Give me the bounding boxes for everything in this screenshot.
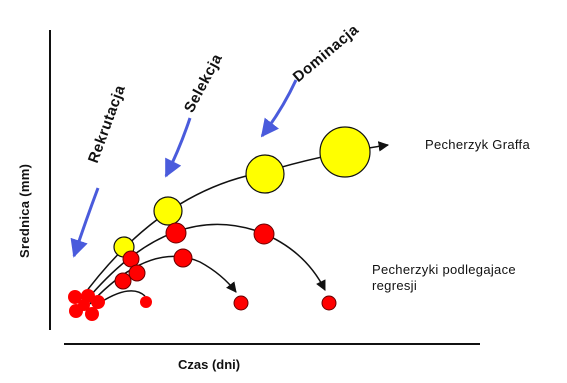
selekcja-arrow — [164, 117, 192, 178]
dominant-follicle — [245, 154, 285, 194]
graafian-follicle-label: Pecherzyk Graffa — [425, 137, 530, 152]
graafian-follicle — [319, 126, 371, 178]
dominant-follicle — [153, 196, 183, 226]
regressing-follicle — [173, 248, 193, 268]
dominacja-arrow — [260, 79, 298, 138]
regressing-follicle — [114, 272, 132, 290]
regressing-follicle — [321, 295, 337, 311]
x-axis-label: Czas (dni) — [178, 357, 241, 372]
cohort-follicle — [68, 290, 82, 304]
regressing-follicle — [128, 264, 146, 282]
cohort-follicle — [140, 296, 152, 308]
y-axis-label: Srednica (mm) — [17, 163, 32, 258]
regression-trajectory-outer — [84, 223, 326, 303]
regressing-follicles-label: Pecherzyki podlegajace regresji — [372, 262, 516, 294]
regressing-follicle — [253, 223, 275, 245]
recruited-follicle-cluster — [68, 289, 152, 321]
regressing-follicle — [165, 222, 187, 244]
regressing-follicle — [233, 295, 249, 311]
cohort-follicle — [78, 299, 90, 311]
dominant-follicle-series — [113, 126, 371, 258]
regressing-follicle-series — [114, 222, 337, 311]
cohort-follicle — [85, 307, 99, 321]
cohort-follicle — [91, 295, 105, 309]
rekrutacja-arrow — [70, 187, 100, 258]
